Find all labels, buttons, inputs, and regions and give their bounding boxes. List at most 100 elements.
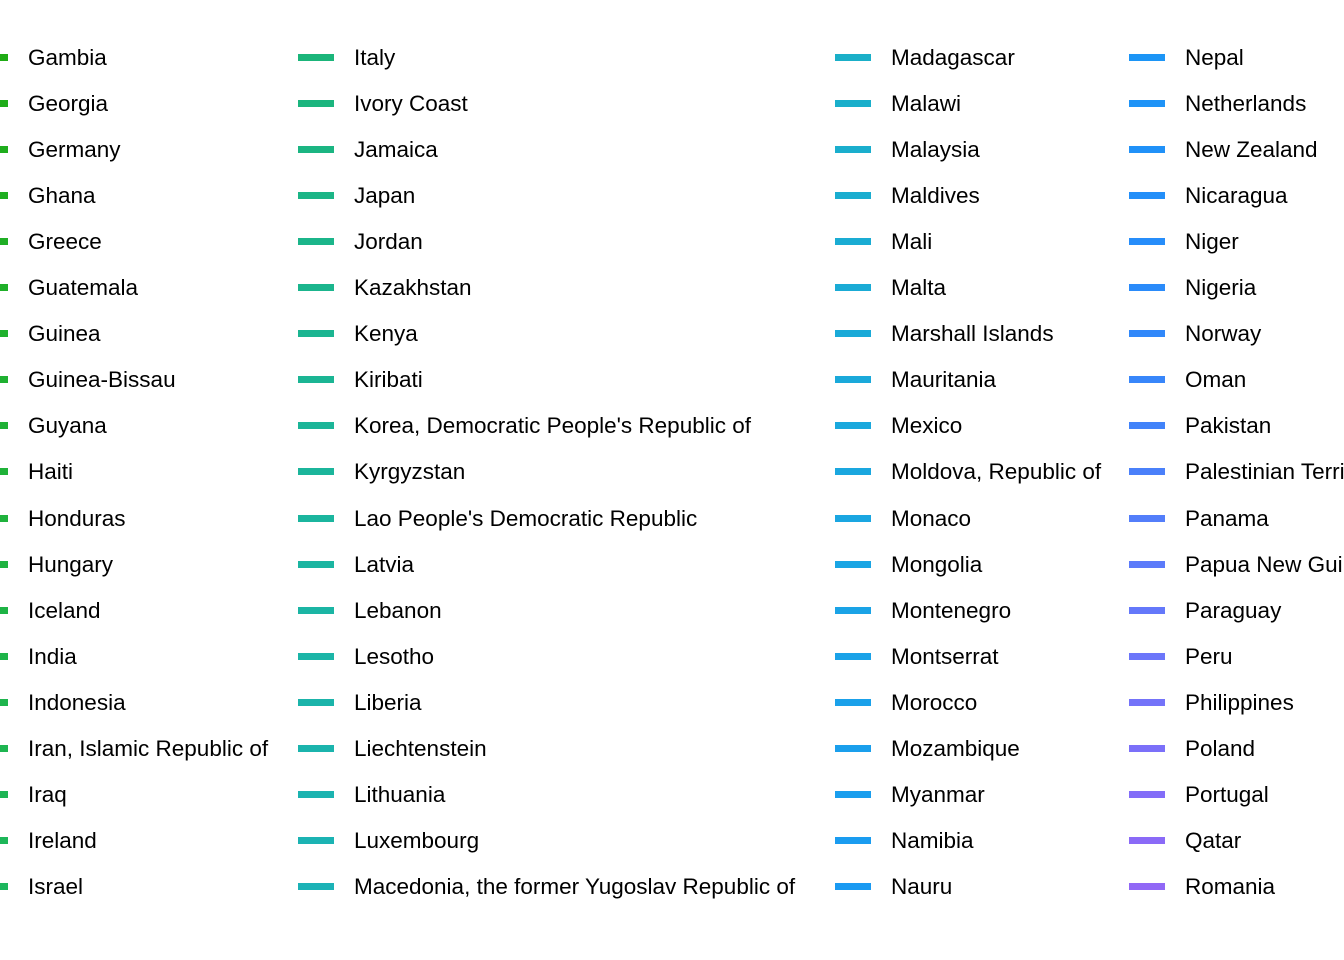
legend-swatch: [1129, 883, 1165, 890]
legend-swatch: [835, 192, 871, 199]
legend-label: Mongolia: [891, 552, 983, 577]
legend-label: Greece: [28, 229, 102, 254]
legend-label: Nicaragua: [1185, 183, 1288, 208]
legend-label: Madagascar: [891, 45, 1015, 70]
legend-label: Papua New Guinea: [1185, 552, 1344, 577]
legend-swatch: [0, 883, 8, 890]
legend-label: Latvia: [354, 552, 415, 577]
legend-swatch: [0, 284, 8, 291]
legend-swatch: [835, 699, 871, 706]
legend-swatch: [1129, 837, 1165, 844]
legend-label: Marshall Islands: [891, 321, 1054, 346]
legend-label: Guyana: [28, 413, 107, 438]
legend-label: Poland: [1185, 736, 1256, 761]
legend-swatch: [0, 422, 8, 429]
legend-swatch: [1129, 284, 1165, 291]
legend-label: Guatemala: [28, 275, 139, 300]
legend-swatch: [0, 699, 8, 706]
legend-label: Israel: [28, 874, 84, 899]
legend-label: Mali: [891, 229, 933, 254]
legend-label: Qatar: [1185, 828, 1242, 853]
legend-swatch: [298, 791, 334, 798]
legend-swatch: [835, 515, 871, 522]
legend-swatch: [298, 54, 334, 61]
legend-label: Mozambique: [891, 736, 1020, 761]
legend-swatch: [835, 330, 871, 337]
legend-swatch: [298, 653, 334, 660]
legend-swatch: [1129, 100, 1165, 107]
legend-label: Malta: [891, 275, 947, 300]
legend-label: Peru: [1185, 644, 1233, 669]
legend-swatch: [0, 330, 8, 337]
legend-label: Luxembourg: [354, 828, 480, 853]
legend-label: Oman: [1185, 367, 1247, 392]
legend-swatch: [835, 791, 871, 798]
legend-swatch: [298, 745, 334, 752]
legend-swatch: [298, 192, 334, 199]
legend-swatch: [0, 100, 8, 107]
legend-swatch: [0, 192, 8, 199]
legend-label: Gambia: [28, 45, 107, 70]
legend-label: Macedonia, the former Yugoslav Republic …: [354, 874, 796, 899]
legend-label: Romania: [1185, 874, 1276, 899]
legend-label: Philippines: [1185, 690, 1294, 715]
legend-label: Guinea-Bissau: [28, 367, 176, 392]
legend-label: Myanmar: [891, 782, 985, 807]
legend-swatch: [0, 837, 8, 844]
legend-label: Iran, Islamic Republic of: [28, 736, 269, 761]
legend-swatch: [1129, 561, 1165, 568]
legend-label: Ghana: [28, 183, 96, 208]
legend-label: Netherlands: [1185, 91, 1307, 116]
legend-swatch: [1129, 745, 1165, 752]
legend-label: Moldova, Republic of: [891, 459, 1102, 484]
legend-label: Namibia: [891, 828, 974, 853]
legend-swatch: [1129, 238, 1165, 245]
legend-label: Honduras: [28, 506, 126, 531]
legend-label: Lithuania: [354, 782, 446, 807]
legend-swatch: [1129, 54, 1165, 61]
legend-label: Nepal: [1185, 45, 1244, 70]
legend-label: Italy: [354, 45, 396, 70]
legend-swatch: [0, 561, 8, 568]
legend-label: Monaco: [891, 506, 972, 531]
legend-label: Lebanon: [354, 598, 442, 623]
legend-label: Korea, Democratic People's Republic of: [354, 413, 751, 438]
legend-swatch: [298, 146, 334, 153]
legend-label: Mauritania: [891, 367, 997, 392]
legend-swatch: [835, 146, 871, 153]
legend-swatch: [835, 607, 871, 614]
legend-label: Palestinian Territory, Occupied: [1185, 459, 1344, 484]
legend-swatch: [835, 468, 871, 475]
legend-swatch: [1129, 192, 1165, 199]
legend-swatch: [1129, 791, 1165, 798]
legend-swatch: [835, 745, 871, 752]
legend-label: Kiribati: [354, 367, 423, 392]
legend-label: Jordan: [354, 229, 423, 254]
legend-swatch: [1129, 607, 1165, 614]
legend-swatch: [835, 883, 871, 890]
legend-label: Ivory Coast: [354, 91, 468, 116]
legend-label: Hungary: [28, 552, 114, 577]
legend-swatch: [0, 146, 8, 153]
legend-label: Kazakhstan: [354, 275, 472, 300]
legend-label: Nigeria: [1185, 275, 1257, 300]
legend-swatch: [0, 607, 8, 614]
legend-label: Indonesia: [28, 690, 126, 715]
legend-swatch: [835, 837, 871, 844]
legend-label: Niger: [1185, 229, 1239, 254]
legend-label: India: [28, 644, 77, 669]
legend-swatch: [1129, 422, 1165, 429]
legend-label: Paraguay: [1185, 598, 1282, 623]
legend-label: New Zealand: [1185, 137, 1318, 162]
legend-swatch: [0, 468, 8, 475]
legend-swatch: [835, 561, 871, 568]
legend-swatch: [835, 653, 871, 660]
legend-label: Montserrat: [891, 644, 999, 669]
legend-label: Malaysia: [891, 137, 980, 162]
legend-label: Liberia: [354, 690, 422, 715]
legend-swatch: [0, 376, 8, 383]
legend-label: Georgia: [28, 91, 109, 116]
legend-swatch: [298, 607, 334, 614]
legend-swatch: [1129, 468, 1165, 475]
legend-label: Liechtenstein: [354, 736, 487, 761]
